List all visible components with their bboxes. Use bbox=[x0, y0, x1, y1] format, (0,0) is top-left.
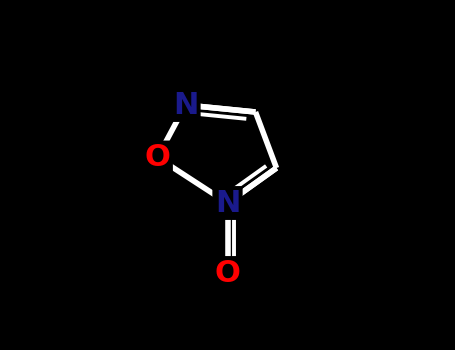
Text: O: O bbox=[145, 143, 171, 172]
Text: N: N bbox=[173, 91, 198, 119]
Text: O: O bbox=[215, 259, 240, 287]
Text: N: N bbox=[215, 189, 240, 217]
